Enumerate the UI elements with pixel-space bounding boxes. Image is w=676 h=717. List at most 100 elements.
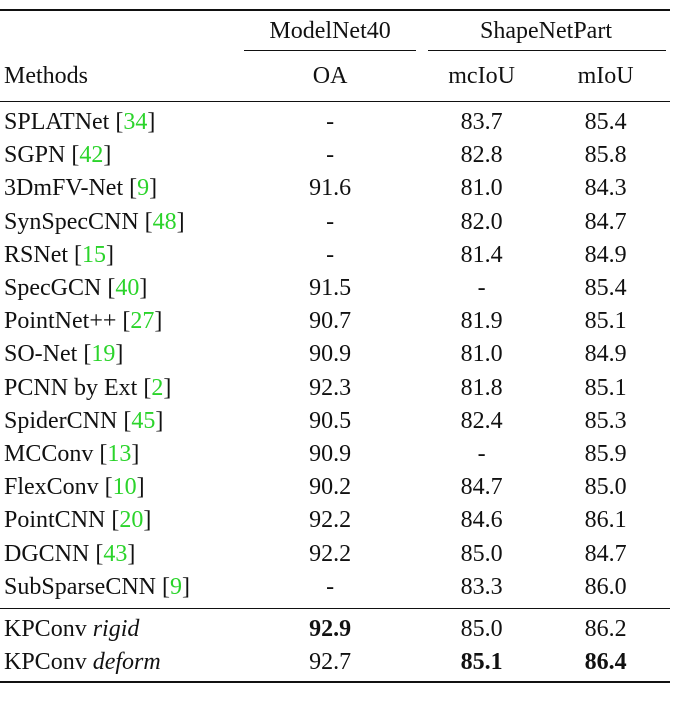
citation-number: 27 (130, 308, 155, 335)
method-name: SPLATNet [ (4, 109, 124, 136)
citation-number: 13 (107, 440, 132, 467)
shapenet-group-rule (428, 50, 666, 51)
method-cell: SpiderCNN [45] (0, 405, 238, 438)
method-name: RSNet [ (4, 241, 82, 268)
method-cell: SGPN [42] (0, 139, 238, 172)
citation-close: ] (103, 142, 112, 169)
miou-cell: 86.4 (541, 645, 670, 683)
results-table: ModelNet40 ShapeNetPart Methods OA mcIoU… (0, 9, 670, 683)
method-cell: RSNet [15] (0, 239, 238, 272)
table-row: SGPN [42] - 82.8 85.8 (0, 139, 670, 172)
method-cell: KPConv rigid (0, 608, 238, 646)
citation-number: 42 (79, 142, 104, 169)
miou-cell: 85.9 (584, 440, 627, 467)
miou-cell: 85.4 (584, 109, 627, 136)
method-name: FlexConv [ (4, 474, 113, 501)
baseline-rows: SPLATNet [34] - 83.7 85.4 SGPN [42] - 82.8 85.8… (0, 102, 670, 609)
method-cell: SpecGCN [40] (0, 272, 238, 305)
table-row: MCConv [13] 90.9 - 85.9 (0, 438, 670, 471)
oa-cell: 90.7 (309, 308, 352, 335)
table-row: SynSpecCNN [48] - 82.0 84.7 (0, 206, 670, 239)
kpconv-row: KPConv rigid 92.9 85.0 86.2 (0, 608, 670, 646)
table-row: DGCNN [43] 92.2 85.0 84.7 (0, 537, 670, 570)
oa-cell: - (326, 208, 335, 235)
group-header-modelnet-label: ModelNet40 (269, 17, 391, 44)
group-header-shapenet: ShapeNetPart (422, 9, 670, 51)
citation-number: 45 (131, 407, 156, 434)
mciou-cell: 81.0 (460, 175, 503, 202)
method-name: MCConv [ (4, 440, 108, 467)
method-variant: deform (92, 648, 161, 675)
mciou-cell: 81.9 (460, 308, 503, 335)
method-cell: PointCNN [20] (0, 504, 238, 537)
mciou-cell: 83.3 (422, 570, 542, 609)
oa-cell: - (326, 241, 335, 268)
method-cell: KPConv deform (0, 645, 239, 683)
group-header-modelnet: ModelNet40 (238, 9, 423, 51)
table-row: SPLATNet [34] - 83.7 85.4 (0, 102, 670, 140)
method-name: SpecGCN [ (4, 275, 116, 302)
mciou-cell: 82.4 (460, 407, 503, 434)
miou-cell: 86.0 (541, 570, 670, 609)
column-header-row: Methods OA mcIoU mIoU (0, 51, 670, 102)
citation-close: ] (106, 241, 114, 268)
mciou-cell: 85.1 (422, 645, 542, 683)
oa-cell: 92.2 (309, 507, 352, 534)
kpconv-rows: KPConv rigid 92.9 85.0 86.2 KPConv deform 92.… (0, 608, 670, 683)
citation-number: 19 (91, 341, 116, 368)
miou-cell: 85.3 (584, 407, 627, 434)
table-row: PCNN by Ext [2] 92.3 81.8 85.1 (0, 372, 670, 405)
miou-cell: 85.0 (584, 474, 627, 501)
column-header-methods: Methods (0, 51, 239, 102)
citation-close: ] (155, 407, 164, 434)
citation-close: ] (143, 507, 152, 534)
oa-cell: - (326, 142, 335, 169)
oa-cell: 92.2 (309, 540, 352, 567)
group-header-empty (0, 9, 239, 51)
citation-number: 9 (170, 573, 182, 600)
mciou-cell: 81.0 (460, 341, 503, 368)
mciou-cell: - (477, 440, 486, 467)
citation-close: ] (139, 275, 148, 302)
mciou-cell: - (477, 275, 486, 302)
miou-cell: 85.8 (584, 142, 627, 169)
oa-cell: 92.3 (309, 374, 352, 401)
miou-cell: 86.2 (584, 615, 627, 642)
mciou-cell: 85.0 (460, 615, 503, 642)
method-cell: PointNet++ [27] (0, 305, 238, 338)
oa-cell: 90.2 (309, 474, 352, 501)
citation-number: 43 (103, 540, 128, 567)
citation-close: ] (136, 474, 145, 501)
method-cell: SO-Net [19] (0, 338, 238, 371)
citation-close: ] (182, 573, 190, 600)
citation-number: 48 (152, 208, 177, 235)
mciou-cell: 81.4 (460, 241, 503, 268)
method-name: PointCNN [ (4, 507, 120, 534)
miou-cell: 84.9 (584, 341, 627, 368)
citation-close: ] (176, 208, 185, 235)
citation-number: 10 (112, 474, 137, 501)
citation-number: 34 (123, 109, 148, 136)
method-name: SO-Net [ (4, 341, 92, 368)
oa-cell: 90.9 (309, 440, 352, 467)
method-cell: 3DmFV-Net [9] (0, 172, 238, 205)
method-name: SynSpecCNN [ (4, 208, 153, 235)
method-name: SGPN [ (4, 142, 80, 169)
method-cell: MCConv [13] (0, 438, 238, 471)
citation-close: ] (147, 109, 156, 136)
miou-cell: 85.1 (584, 308, 627, 335)
method-cell: SynSpecCNN [48] (0, 206, 238, 239)
citation-number: 15 (82, 241, 106, 268)
method-cell: DGCNN [43] (0, 537, 238, 570)
mciou-cell: 84.7 (460, 474, 503, 501)
miou-cell: 84.7 (584, 540, 627, 567)
table-row: PointCNN [20] 92.2 84.6 86.1 (0, 504, 670, 537)
table-row: SpecGCN [40] 91.5 - 85.4 (0, 272, 670, 305)
method-name: SpiderCNN [ (4, 407, 132, 434)
method-variant: rigid (92, 615, 140, 642)
oa-cell: 90.5 (309, 407, 352, 434)
group-header-row: ModelNet40 ShapeNetPart (0, 9, 670, 51)
miou-cell: 85.4 (584, 275, 627, 302)
citation-number: 40 (115, 275, 140, 302)
